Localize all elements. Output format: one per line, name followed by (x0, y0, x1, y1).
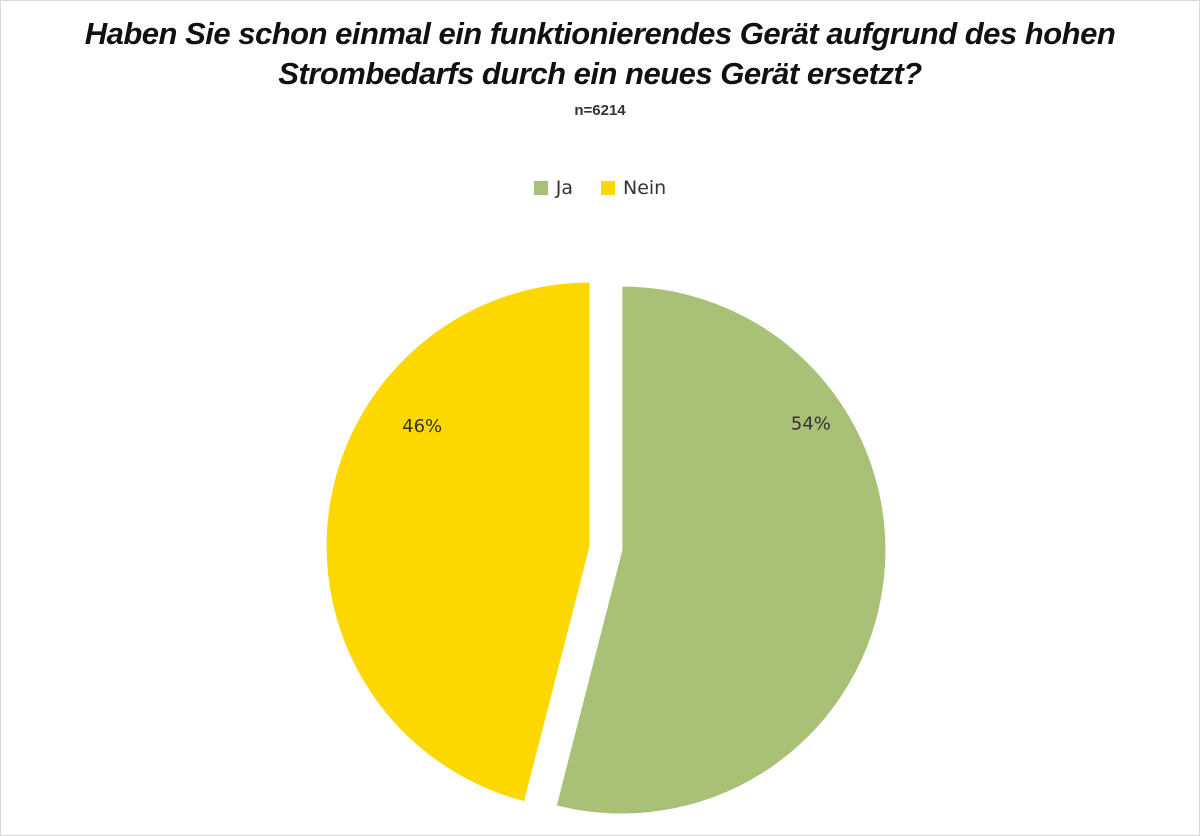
chart-subtitle: n=6214 (574, 102, 626, 119)
pie-data-labels: 54% 46% (402, 413, 831, 437)
chart-legend: Ja Nein (0, 177, 1200, 199)
pie-slices (325, 281, 887, 815)
chart-title-line-2: Strombedarfs durch ein neues Gerät erset… (278, 56, 922, 91)
data-label-ja: 54% (791, 413, 831, 434)
data-label-nein: 46% (402, 416, 442, 437)
chart-title-line-1: Haben Sie schon einmal ein funktionieren… (84, 16, 1116, 51)
pie-slice-nein (325, 281, 591, 803)
legend-item-ja: Ja (533, 177, 573, 199)
pie-slice-ja (555, 285, 887, 815)
chart-title: Haben Sie schon einmal ein funktionieren… (0, 14, 1200, 94)
legend-item-nein: Nein (601, 177, 666, 199)
legend-label-ja: Ja (555, 177, 573, 199)
legend-swatch-ja (533, 181, 548, 195)
legend-label-nein: Nein (623, 177, 667, 199)
legend-swatch-nein (601, 181, 615, 195)
